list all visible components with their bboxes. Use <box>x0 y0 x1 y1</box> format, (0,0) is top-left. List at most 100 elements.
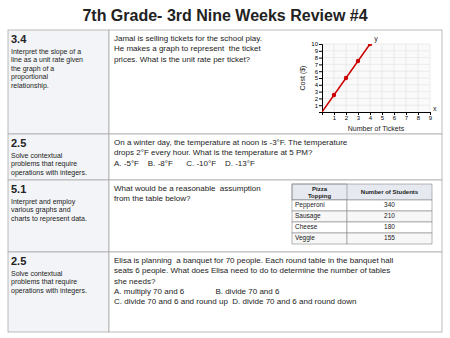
tick-mark <box>319 71 322 72</box>
tick: 4 <box>369 112 373 121</box>
grid-line <box>322 84 430 85</box>
tick-label: 7 <box>315 62 319 68</box>
tick: 7 <box>405 112 409 121</box>
mini-table-row <box>347 222 432 233</box>
tick-label: 5 <box>381 115 385 121</box>
tick-label: 8 <box>417 115 421 121</box>
left-cell <box>8 180 109 252</box>
tick-label: 4 <box>315 82 319 88</box>
tick: 3 <box>357 112 361 121</box>
question-text: Elisa is planning a banquet for 70 peopl… <box>114 256 394 307</box>
point <box>368 44 372 46</box>
tick: 9 <box>429 112 433 121</box>
mini-table-header-divider <box>292 184 347 200</box>
tick: 5 <box>381 112 385 121</box>
right-cell <box>109 180 442 252</box>
point <box>356 59 360 63</box>
question-text: On a winter day, the temperature at noon… <box>114 138 348 168</box>
tick-label: 3 <box>357 115 361 121</box>
tick-mark <box>319 78 322 79</box>
mini-table-label: Veggie <box>295 234 315 242</box>
title-area: 7th Grade- 3rd Nine Weeks Review #4 <box>82 7 367 24</box>
mini-table-row <box>292 200 347 211</box>
tick: 3 <box>315 89 322 95</box>
mini-table-row <box>292 211 347 222</box>
grid-line <box>322 91 430 92</box>
standard-code: 2.5 <box>11 255 26 267</box>
tick: 6 <box>315 69 322 75</box>
grid-line <box>322 71 430 72</box>
axis-titles: Number of TicketsCost ($)yx <box>299 35 437 132</box>
right-cell <box>109 134 442 180</box>
left-cell <box>8 134 109 180</box>
mini-table: PizzaTopping Number of Students Pepperoni 3… <box>292 184 432 244</box>
tick-label: 1 <box>333 115 337 121</box>
grid-line <box>322 98 430 99</box>
mini-table-value: 155 <box>384 234 395 241</box>
standard-code: 3.4 <box>11 33 27 45</box>
grid-line <box>322 105 430 106</box>
title: 7th Grade- 3rd Nine Weeks Review #4 <box>82 7 367 24</box>
mini-table-heading: Number of Students <box>361 189 419 195</box>
tick-mark <box>319 51 322 52</box>
tick-label: 7 <box>405 115 409 121</box>
tick: 8 <box>417 112 421 121</box>
marks <box>322 44 372 112</box>
axis-line <box>319 45 323 113</box>
point <box>344 76 348 80</box>
tick: 6 <box>393 112 397 121</box>
standard-text: Solve contextualproblems that requireope… <box>11 270 87 295</box>
grid <box>322 44 430 112</box>
graph: 12345678912345678910Number of TicketsCos… <box>299 35 437 132</box>
grid-line <box>322 64 430 65</box>
y-axis-title: Cost ($) <box>299 66 307 91</box>
tick-mark <box>319 58 322 59</box>
tick-label: 6 <box>315 69 319 75</box>
worksheet: 7th Grade- 3rd Nine Weeks Review #4 3.4 In… <box>0 0 450 338</box>
tick-mark <box>319 64 322 65</box>
tick: 9 <box>315 48 322 54</box>
tick-label: 6 <box>393 115 397 121</box>
right-cell <box>109 30 442 134</box>
tick-label: 8 <box>315 55 319 61</box>
mini-table-value: 180 <box>384 223 395 230</box>
grid-line <box>322 44 430 45</box>
question-text: What would be a reasonable assumptionfro… <box>114 184 261 203</box>
tick-mark <box>319 105 322 106</box>
mini-table-value: 210 <box>384 212 395 219</box>
tick-label: 9 <box>315 48 319 54</box>
mini-table-heading: PizzaTopping <box>308 186 332 199</box>
y-axis: 12345678910 <box>311 41 322 112</box>
tick: 2 <box>315 96 322 102</box>
tick-label: 5 <box>315 75 319 81</box>
tick-mark <box>319 92 322 93</box>
mini-table-label: Pepperoni <box>295 201 325 209</box>
tick-mark <box>319 98 322 99</box>
grid-line <box>322 78 430 79</box>
mini-table-label: Sausage <box>295 212 321 220</box>
axis-line <box>323 113 431 116</box>
tick-mark <box>319 85 322 86</box>
tick-label: 4 <box>369 115 373 121</box>
tick: 1 <box>315 103 322 109</box>
left-cell <box>8 30 109 134</box>
tick: 1 <box>333 112 337 121</box>
tick: 2 <box>345 112 349 121</box>
standard-text: Solve contextualproblems that requireope… <box>11 152 87 177</box>
tick: 10 <box>311 41 322 47</box>
plot-background <box>322 44 430 112</box>
mini-table-label: Cheese <box>295 223 318 230</box>
y-letter: y <box>374 35 378 43</box>
tick: 7 <box>315 62 322 68</box>
mini-table-row <box>292 222 347 233</box>
standard-text: Interpret the slope of aline as a unit r… <box>11 48 83 90</box>
mini-table-header <box>292 184 432 200</box>
tick-label: 1 <box>315 103 319 109</box>
grid-line <box>322 50 430 51</box>
mini-table-row <box>347 233 432 244</box>
table <box>8 30 442 332</box>
standard-code: 2.5 <box>11 137 26 149</box>
mini-table-row <box>347 211 432 222</box>
mini-table-value: 340 <box>384 201 395 208</box>
x-letter: x <box>433 105 437 112</box>
